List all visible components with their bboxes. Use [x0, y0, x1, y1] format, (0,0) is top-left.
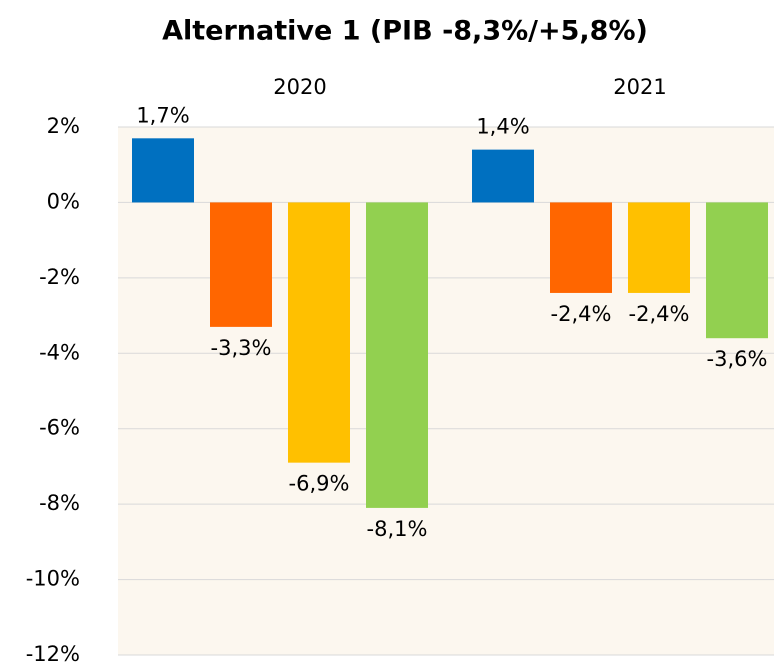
- chart-title: Alternative 1 (PIB -8,3%/+5,8%): [162, 16, 648, 47]
- y-tick-label: 0%: [47, 189, 80, 213]
- bar: [288, 202, 350, 463]
- bar: [628, 202, 690, 293]
- value-label: -3,3%: [211, 336, 272, 360]
- y-tick-label: -4%: [39, 340, 80, 364]
- y-tick-label: 2%: [47, 114, 80, 138]
- category-label: 2021: [613, 75, 666, 99]
- y-tick-label: -2%: [39, 265, 80, 289]
- bar: [550, 202, 612, 293]
- bar: [472, 149, 534, 203]
- value-label: -8,1%: [367, 517, 428, 541]
- bar: [366, 202, 428, 508]
- value-label: 1,4%: [476, 115, 529, 139]
- bar: [210, 202, 272, 327]
- value-label: -3,6%: [707, 347, 768, 371]
- value-label: 1,7%: [136, 103, 189, 127]
- y-tick-label: -10%: [26, 567, 80, 591]
- y-tick-label: -12%: [26, 642, 80, 666]
- value-label: -2,4%: [551, 302, 612, 326]
- y-tick-label: -6%: [39, 416, 80, 440]
- value-label: -2,4%: [629, 302, 690, 326]
- bar: [706, 202, 768, 339]
- category-label: 2020: [273, 75, 326, 99]
- y-tick-label: -8%: [39, 491, 80, 515]
- bar: [132, 138, 194, 203]
- value-label: -6,9%: [289, 472, 350, 496]
